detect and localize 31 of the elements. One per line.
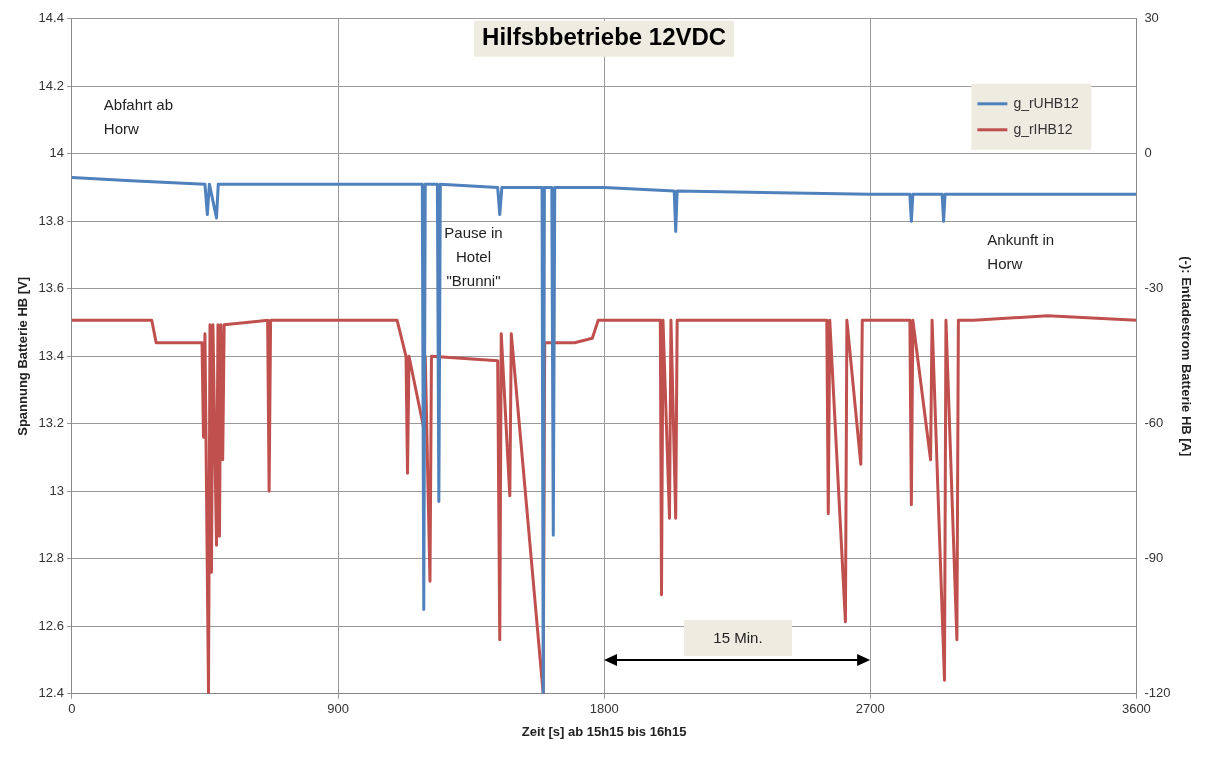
- y-tick-label: 13.8: [38, 212, 64, 228]
- y-tick-label: 14.4: [38, 10, 64, 26]
- annotation: Abfahrt ab Horw: [103, 95, 175, 140]
- y-tick-label: 13.2: [38, 415, 64, 431]
- x-axis-title: Zeit [s] ab 15h15 bis 16h15: [521, 723, 687, 739]
- y2-axis-title: (-): Entladestrom Batterie HB [A]: [1178, 256, 1194, 457]
- y2-tick-label: 30: [1144, 10, 1159, 26]
- y-tick-label: 13.6: [38, 280, 64, 296]
- annotation: Pause in Hotel "Brunni": [443, 223, 504, 292]
- x-tick-label: 900: [327, 701, 349, 717]
- x-tick-label: 1800: [589, 701, 619, 717]
- y-tick-label: 13: [49, 482, 64, 498]
- y-tick-label: 14: [49, 145, 64, 161]
- x-tick-label: 3600: [1121, 701, 1151, 717]
- y-tick-label: 13.4: [38, 347, 64, 363]
- y2-tick-label: 0: [1144, 145, 1152, 161]
- y-tick-label: 12.8: [38, 550, 64, 566]
- y2-tick-label: -90: [1144, 550, 1164, 566]
- y2-tick-label: -30: [1144, 280, 1164, 296]
- chart-title: Hilfsbbetriebe 12VDC: [482, 23, 727, 51]
- legend-label: g_rIHB12: [1013, 120, 1073, 137]
- y2-tick-label: -60: [1144, 415, 1164, 431]
- x-tick-label: 2700: [855, 701, 885, 717]
- y-axis-title: Spannung Batterie HB [V]: [15, 276, 31, 436]
- y-tick-label: 14.2: [38, 77, 64, 93]
- y-tick-label: 12.6: [38, 617, 64, 633]
- y2-tick-label: -120: [1144, 685, 1171, 701]
- y-tick-label: 12.4: [38, 685, 64, 701]
- annotation: Ankunft in Horw: [987, 230, 1056, 275]
- legend-label: g_rUHB12: [1013, 94, 1079, 111]
- x-tick-label: 0: [68, 701, 76, 717]
